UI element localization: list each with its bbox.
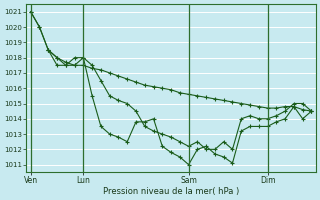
X-axis label: Pression niveau de la mer( hPa ): Pression niveau de la mer( hPa ): [103, 187, 239, 196]
